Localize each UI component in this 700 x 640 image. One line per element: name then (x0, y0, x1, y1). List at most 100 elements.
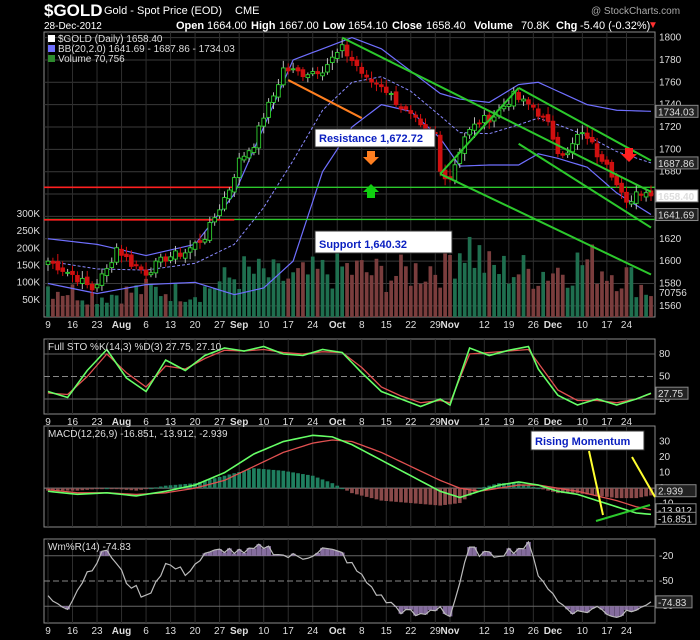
x-tick-label: 6 (143, 626, 149, 637)
macd-histogram-bar (237, 471, 242, 489)
volume-bar (560, 274, 565, 317)
candle-body (437, 134, 443, 172)
macd-histogram-bar (634, 488, 639, 499)
price-tick-label: 1620 (659, 234, 682, 245)
momentum-trendline (595, 504, 651, 522)
bb-legend: BB(20,2.0) 1641.69 - 1687.86 - 1734.03 (58, 44, 235, 55)
macd-histogram-bar (580, 488, 585, 494)
macd-histogram-bar (305, 474, 310, 489)
candle-body (374, 82, 379, 85)
x-tick-label: 8 (359, 417, 365, 428)
x-tick-label: 15 (381, 417, 393, 428)
volume-bar (389, 280, 394, 317)
volume-bar (364, 272, 369, 317)
open-value: 1664.00 (207, 20, 247, 32)
x-tick-label: 13 (165, 626, 177, 637)
volume-bar (183, 301, 188, 317)
volume-bar (384, 291, 389, 317)
candle-body (467, 128, 472, 136)
volume-tick-label: 50K (22, 295, 40, 306)
macd-histogram-bar (119, 488, 124, 490)
candle-body (364, 74, 369, 78)
low-label: Low (323, 20, 345, 32)
volume-bar (408, 285, 413, 317)
x-tick-label: 9 (45, 626, 51, 637)
x-tick-label: 22 (405, 626, 417, 637)
x-tick-label: Dec (544, 626, 563, 637)
macd-histogram-bar (438, 488, 443, 506)
macd-histogram-bar (521, 484, 526, 489)
candle-body (383, 86, 389, 93)
volume-bar (600, 271, 604, 317)
candle-body (359, 66, 365, 74)
volume-bar (325, 274, 330, 317)
x-tick-label: 8 (359, 320, 365, 331)
x-tick-label: 17 (601, 626, 613, 637)
macd-tick-label: 30 (659, 437, 671, 448)
volume-bar (330, 288, 335, 317)
volume-bar (639, 284, 644, 317)
volume-bar (379, 265, 384, 317)
x-tick-label: 17 (601, 417, 613, 428)
candle-body (408, 110, 414, 114)
macd-histogram-bar (256, 468, 261, 489)
x-tick-label: 15 (381, 320, 393, 331)
bollinger-upper-band (47, 36, 652, 257)
volume-bar (271, 259, 276, 317)
channel-upper-line (341, 36, 652, 193)
wm-overbought-fill (486, 551, 492, 556)
candle-body (124, 253, 129, 258)
macd-histogram-bar (281, 470, 286, 489)
price-right-label: 1658.40 (658, 192, 695, 203)
volume-bar (472, 267, 477, 317)
volume-bar (104, 302, 109, 317)
macd-histogram-bar (457, 488, 462, 504)
volume-bar (163, 294, 168, 317)
macd-tick-label: 20 (659, 452, 671, 463)
volume-bar (80, 300, 85, 317)
volume-bar (134, 285, 139, 317)
volume-bar (374, 258, 379, 317)
candle-body (609, 161, 615, 178)
x-tick-label: 17 (283, 626, 295, 637)
volume-bar (394, 275, 398, 317)
wm-oversold-fill (428, 606, 433, 611)
volume-bar (511, 277, 516, 317)
candle-body (325, 64, 330, 73)
candle-body (594, 143, 600, 158)
volume-bar (149, 284, 153, 317)
volume-bar (418, 283, 423, 317)
volume-bar (178, 301, 183, 317)
watermark: @ StockCharts.com (591, 6, 681, 17)
volume-bar (467, 236, 472, 317)
x-tick-label: 16 (67, 320, 79, 331)
volume-bar (590, 244, 595, 317)
candle-body (452, 164, 458, 181)
x-tick-label: 20 (190, 626, 202, 637)
close-label: Close (392, 20, 422, 32)
candle-body (251, 147, 257, 153)
x-tick-label: 12 (479, 417, 491, 428)
macd-histogram-bar (560, 488, 565, 494)
macd-legend: MACD(12,26,9) -16.851, -13.912, -2.939 (48, 429, 228, 440)
volume-bar (428, 266, 433, 317)
candle-body (403, 106, 409, 110)
price-right-tag (655, 156, 699, 170)
wm-overbought-fill (227, 548, 232, 556)
chart-header: $GOLD Gold - Spot Price (EOD) CME @ Stoc… (0, 0, 700, 36)
wm-overbought-fill (290, 553, 296, 556)
macd-histogram-bar (350, 488, 354, 494)
volume-bar (433, 274, 438, 317)
high-value: 1667.00 (279, 20, 319, 32)
macd-histogram-bar (291, 472, 295, 489)
volume-bar (305, 274, 310, 317)
volume-bar (448, 255, 452, 317)
wm-oversold-fill (432, 606, 438, 611)
macd-histogram-bar (355, 488, 359, 495)
volume-bar (624, 267, 629, 317)
volume-bar (266, 277, 271, 317)
wm-oversold-fill (423, 606, 428, 615)
volume-bar (217, 281, 222, 317)
x-tick-label: 10 (577, 626, 589, 637)
momentum-label: Rising Momentum (535, 436, 631, 448)
